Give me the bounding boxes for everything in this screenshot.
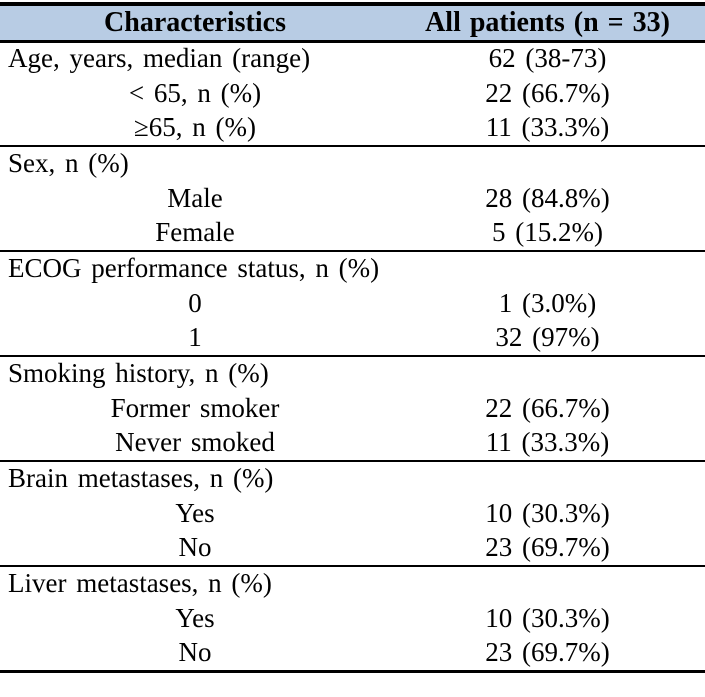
cell-label: < 65, n (%) — [128, 77, 262, 108]
cell-label: Sex, n (%) — [8, 148, 129, 179]
table-row: < 65, n (%) 22 (66.7%) — [0, 76, 705, 111]
cell-value: 22 (66.7%) — [485, 392, 610, 423]
section-age: Age, years, median (range) 62 (38-73) < … — [0, 41, 705, 146]
cell-value: 22 (66.7%) — [485, 77, 610, 108]
cell-label: Brain metastases, n (%) — [8, 463, 274, 494]
cell-value: 11 (33.3%) — [485, 427, 610, 458]
cell-label: Former smoker — [110, 392, 280, 423]
cell-label: No — [178, 636, 212, 667]
cell-label: ≥65, n (%) — [133, 112, 257, 143]
cell-value — [390, 146, 705, 181]
cell-label: Never smoked — [115, 427, 275, 458]
header-row: Characteristics All patients (n = 33) — [0, 4, 705, 43]
cell-value: 28 (84.8%) — [485, 182, 610, 213]
cell-label: Male — [167, 182, 223, 213]
cell-label: ECOG performance status, n (%) — [8, 253, 380, 284]
cell-value — [390, 461, 705, 496]
table-row: No 23 (69.7%) — [0, 531, 705, 566]
cell-label: Smoking history, n (%) — [8, 358, 269, 389]
table-header: Characteristics All patients (n = 33) — [0, 4, 705, 43]
cell-value: 62 (38-73) — [488, 43, 607, 74]
cell-label: 1 — [188, 322, 202, 353]
cell-value — [390, 566, 705, 601]
cell-label: 0 — [188, 287, 202, 318]
table-row: Yes 10 (30.3%) — [0, 496, 705, 531]
table-row: 0 1 (3.0%) — [0, 286, 705, 321]
table-row: Age, years, median (range) 62 (38-73) — [0, 41, 705, 76]
cell-label: Age, years, median (range) — [8, 43, 311, 74]
cell-label: Yes — [175, 497, 215, 528]
cell-value: 1 (3.0%) — [498, 287, 597, 318]
table-row: Smoking history, n (%) — [0, 356, 705, 391]
section-sex: Sex, n (%) Male 28 (84.8%) Female 5 (15.… — [0, 146, 705, 251]
table-row: No 23 (69.7%) — [0, 636, 705, 671]
cell-value — [390, 356, 705, 391]
cell-value: 5 (15.2%) — [492, 217, 603, 248]
cell-value: 32 (97%) — [495, 322, 600, 353]
section-brain-metastases: Brain metastases, n (%) Yes 10 (30.3%) N… — [0, 461, 705, 566]
table-row: ECOG performance status, n (%) — [0, 251, 705, 286]
table-row: ≥65, n (%) 11 (33.3%) — [0, 111, 705, 146]
table-row: Never smoked 11 (33.3%) — [0, 426, 705, 461]
cell-label: Yes — [175, 602, 215, 633]
cell-value: 10 (30.3%) — [485, 497, 610, 528]
section-liver-metastases: Liver metastases, n (%) Yes 10 (30.3%) N… — [0, 566, 705, 671]
cell-value: 10 (30.3%) — [485, 602, 610, 633]
table-row: Brain metastases, n (%) — [0, 461, 705, 496]
table-row: Liver metastases, n (%) — [0, 566, 705, 601]
table-row: Male 28 (84.8%) — [0, 181, 705, 216]
table-row: Former smoker 22 (66.7%) — [0, 391, 705, 426]
section-smoking: Smoking history, n (%) Former smoker 22 … — [0, 356, 705, 461]
patient-characteristics-table: Characteristics All patients (n = 33) Ag… — [0, 2, 705, 673]
cell-label: Liver metastases, n (%) — [8, 568, 272, 599]
cell-value: 23 (69.7%) — [485, 636, 610, 667]
cell-value — [390, 251, 705, 286]
table-row: 1 32 (97%) — [0, 321, 705, 356]
cell-label: No — [178, 532, 212, 563]
header-cell-characteristics: Characteristics — [0, 4, 390, 43]
table-row: Sex, n (%) — [0, 146, 705, 181]
header-cell-all-patients: All patients (n = 33) — [390, 4, 705, 43]
table-row: Female 5 (15.2%) — [0, 216, 705, 251]
cell-value: 23 (69.7%) — [485, 532, 610, 563]
cell-value: 11 (33.3%) — [485, 112, 610, 143]
section-ecog: ECOG performance status, n (%) 0 1 (3.0%… — [0, 251, 705, 356]
cell-label: Female — [155, 217, 235, 248]
table-row: Yes 10 (30.3%) — [0, 601, 705, 636]
